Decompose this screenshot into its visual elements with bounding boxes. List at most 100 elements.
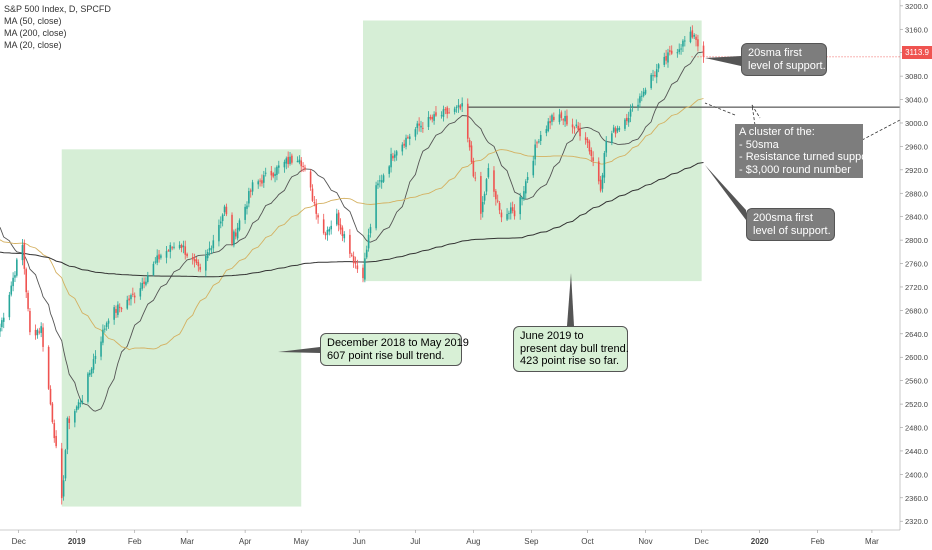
- candle-body: [147, 275, 149, 282]
- candle-body: [169, 245, 172, 252]
- candle-body: [566, 115, 568, 125]
- candle-body: [141, 282, 144, 289]
- candle-body: [553, 116, 555, 121]
- candle-body: [461, 103, 463, 107]
- candle-body: [511, 207, 514, 211]
- trend1-callout[interactable]: December 2018 to May 2019 607 point rise…: [320, 333, 469, 366]
- trend2-pointer: [567, 273, 574, 326]
- candle-body: [244, 206, 246, 220]
- cluster-line: - 50sma: [739, 138, 779, 151]
- ma50-legend: MA (50, close): [4, 16, 62, 26]
- candle-body: [670, 50, 673, 54]
- price-tick-label: 2840.0: [905, 213, 928, 222]
- candle-body: [416, 123, 419, 129]
- candle-body: [81, 401, 84, 403]
- candle-body: [480, 176, 482, 214]
- sma200-line: level of support.: [753, 224, 831, 237]
- candle-body: [388, 166, 390, 174]
- price-tick-label: 2920.0: [905, 166, 928, 175]
- candle-body: [352, 256, 355, 263]
- candle-body: [655, 69, 658, 78]
- candle-body: [92, 359, 95, 370]
- candle-body: [534, 144, 536, 160]
- sma200-pointer: [705, 165, 746, 220]
- price-tick-label: 2640.0: [905, 330, 928, 339]
- candle-body: [257, 181, 260, 185]
- candle-body: [311, 188, 314, 201]
- candle-body: [270, 170, 273, 176]
- candle-body: [173, 246, 175, 248]
- time-tick-label: Feb: [128, 537, 142, 546]
- time-axis: Dec 2019 Feb Mar Apr May Jun Jul Aug Sep Oct Nov Dec…: [0, 529, 900, 546]
- candle-body: [285, 158, 288, 164]
- candle-body: [405, 137, 407, 147]
- candle-body: [102, 329, 104, 343]
- sma20-pointer: [705, 56, 741, 66]
- candle-body: [118, 306, 121, 308]
- candle-body: [212, 240, 215, 249]
- candle-body: [524, 181, 527, 194]
- candle-body: [335, 213, 338, 225]
- candle-body: [234, 232, 237, 237]
- sma200-callout[interactable]: 200sma first level of support.: [746, 208, 835, 241]
- candle-body: [680, 48, 682, 50]
- candle-body: [702, 45, 705, 57]
- trend1-pointer: [278, 347, 320, 353]
- candle-body: [624, 119, 626, 129]
- candle-body: [379, 180, 381, 182]
- candle-body: [87, 373, 89, 402]
- candle-body: [639, 96, 641, 103]
- candle-body: [322, 219, 325, 234]
- candle-body: [259, 180, 261, 182]
- ma200-line: [0, 162, 704, 278]
- candle-body: [401, 144, 404, 152]
- candle-body: [536, 142, 538, 144]
- candle-body: [665, 55, 667, 61]
- candle-body: [304, 167, 306, 170]
- ma20-line: [0, 51, 704, 412]
- trend2-line: present day bull trend.: [520, 342, 629, 355]
- candle-body: [431, 116, 434, 120]
- candle-body: [158, 254, 160, 260]
- candle-body: [579, 127, 581, 137]
- candle-body: [642, 91, 645, 96]
- candle-body: [446, 107, 448, 114]
- cluster-line: - Resistance turned support: [739, 151, 875, 163]
- price-tick-label: 3040.0: [905, 96, 928, 105]
- cluster-pointer: [704, 102, 736, 116]
- candle-body: [435, 112, 437, 116]
- price-axis: 2320.0 2360.0 2400.0 2440.0 2480.0 2520.0 2560…: [899, 0, 932, 550]
- price-tick-label: 2480.0: [905, 424, 928, 433]
- candle-body: [474, 177, 477, 179]
- candle-body: [191, 256, 194, 260]
- candle-body: [377, 183, 379, 186]
- candlesticks: [0, 25, 705, 505]
- time-tick-label: Jun: [353, 537, 366, 546]
- candle-body: [429, 116, 432, 119]
- candle-body: [498, 202, 501, 211]
- candle-body: [233, 231, 235, 246]
- candle-body: [225, 206, 228, 215]
- cluster-line: - $3,000 round number: [739, 163, 851, 176]
- candle-body: [418, 123, 420, 126]
- price-tick-label: 2760.0: [905, 260, 928, 269]
- candle-body: [603, 153, 606, 178]
- candle-body: [289, 156, 291, 164]
- candle-body: [79, 403, 82, 405]
- cluster-callout[interactable]: A cluster of the: - 50sma - Resistance t…: [735, 124, 875, 178]
- candle-body: [444, 109, 447, 111]
- candle-body: [263, 175, 265, 183]
- candle-body: [171, 247, 173, 249]
- ma200-legend: MA (200, close): [4, 28, 67, 38]
- candle-body: [186, 253, 188, 257]
- candle-body: [350, 254, 353, 256]
- candle-body: [523, 191, 525, 200]
- sma20-callout[interactable]: 20sma first level of support.: [741, 43, 827, 76]
- candle-body: [248, 191, 250, 204]
- price-tick-label: 3080.0: [905, 72, 928, 81]
- chart-legend: S&P 500 Index, D, SPCFD MA (50, close) M…: [4, 3, 111, 51]
- candle-body: [60, 448, 63, 499]
- trend2-callout[interactable]: June 2019 to present day bull trend. 423…: [513, 326, 629, 372]
- candle-body: [339, 224, 342, 230]
